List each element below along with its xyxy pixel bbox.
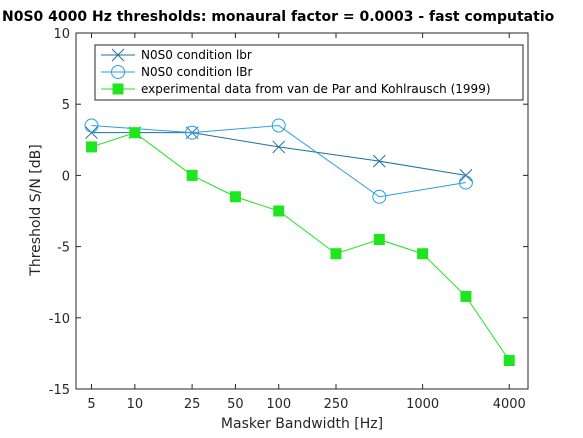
series-line [91,125,467,198]
data-point [459,169,473,182]
x-tick-label: 25 [184,397,201,412]
data-point [84,118,99,133]
data-point [372,189,387,204]
data-point [417,248,429,260]
y-tick-label: -5 [57,241,70,256]
series-line [91,132,467,176]
series-3 [86,127,515,367]
x-tick-label: 1000 [406,397,439,412]
series-layer [84,118,515,367]
legend-label: N0S0 condition lBr [141,65,253,79]
chart-title: N0S0 4000 Hz thresholds: monaural factor… [2,9,555,25]
x-tick-label: 5 [87,397,95,412]
legend-label: N0S0 condition lbr [141,48,252,62]
data-point [129,127,141,139]
x-tick-label: 4000 [493,397,526,412]
data-point [503,355,515,367]
data-point [271,118,286,133]
legend-entry: experimental data from van de Par and Ko… [101,82,491,96]
y-tick-label: 10 [53,27,70,42]
x-axis: 5 10 25 50 100 250 1000 4000 [87,33,526,412]
legend-entry: N0S0 condition lbr [101,48,252,62]
legend-marker [111,48,125,62]
legend-box [94,44,524,101]
data-point [229,191,241,203]
y-tick-label: 0 [62,169,70,184]
legend-label: experimental data from van de Par and Ko… [141,82,491,96]
y-tick-label: -15 [49,383,70,398]
data-point [85,126,98,140]
legend-marker [112,83,124,95]
data-point [273,205,285,217]
x-tick-label: 10 [127,397,144,412]
y-axis-label: Threshold S/N [dB] [28,144,44,276]
x-axis-label: Masker Bandwidth [Hz] [221,416,383,432]
y-tick-label: 5 [62,98,70,113]
series-2 [84,118,473,204]
data-point [185,125,200,140]
x-tick-label: 50 [227,397,244,412]
y-axis: 10 5 0 -5 -10 -15 [49,27,528,398]
data-point [186,169,198,181]
legend: N0S0 condition lbr N0S0 condition lBr expe… [94,44,524,101]
legend-marker [111,65,125,79]
data-point [373,233,385,245]
data-point [330,248,342,260]
x-tick-label: 100 [266,397,291,412]
data-point [372,154,386,168]
x-tick-label: 250 [324,397,349,412]
data-point [272,140,286,154]
data-point [460,290,472,302]
data-point [458,175,473,190]
data-point [86,141,98,153]
y-tick-label: -10 [49,312,70,327]
series-line [91,132,510,361]
legend-entry: N0S0 condition lBr [101,65,253,79]
